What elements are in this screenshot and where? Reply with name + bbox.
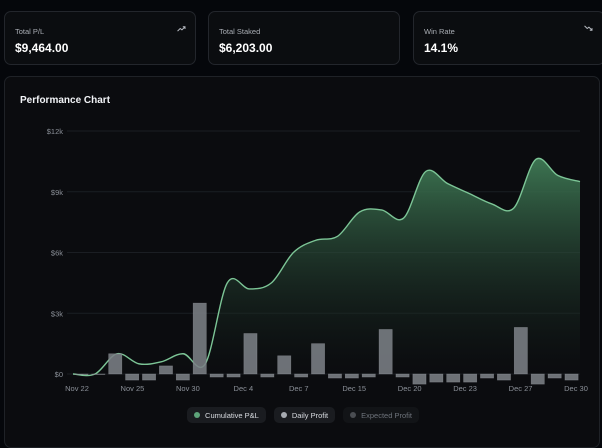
daily-profit-bar[interactable]: [395, 373, 410, 378]
win-rate-card: Win Rate 14.1%: [413, 11, 602, 65]
y-tick-label: $6k: [51, 249, 63, 258]
daily-profit-bar[interactable]: [530, 373, 545, 385]
y-tick-label: $3k: [51, 309, 63, 318]
daily-profit-bar[interactable]: [159, 365, 173, 375]
legend-dot-cumulative: [194, 412, 201, 418]
daily-profit-bar[interactable]: [226, 373, 241, 378]
legend-label-expected: Expected Profit: [361, 410, 412, 420]
daily-profit-bar[interactable]: [142, 373, 156, 381]
daily-profit-bar[interactable]: [497, 373, 511, 381]
chart-legend: Cumulative P&L Daily Profit Expected Pro…: [5, 407, 601, 423]
daily-profit-bar[interactable]: [260, 373, 275, 378]
daily-profit-bar[interactable]: [429, 373, 444, 383]
trend-up-icon: [177, 26, 186, 32]
legend-dot-daily: [280, 412, 287, 418]
y-tick-label: $12k: [47, 127, 64, 136]
legend-expected-profit[interactable]: Expected Profit: [343, 407, 419, 423]
performance-chart-card: Performance Chart $0 $3k $6k $9k $12k Nov 22 N…: [4, 76, 600, 448]
total-staked-card: Total Staked $6,203.00: [208, 11, 400, 65]
daily-profit-bar[interactable]: [311, 343, 325, 375]
x-tick-label: Dec 30: [564, 384, 588, 393]
daily-profit-bar[interactable]: [74, 373, 89, 375]
x-tick-label: Nov 22: [65, 384, 89, 393]
daily-profit-bar[interactable]: [446, 373, 461, 383]
x-tick-label: Dec 27: [509, 384, 533, 393]
x-tick-label: Dec 7: [289, 384, 309, 393]
daily-profit-bar[interactable]: [480, 373, 494, 379]
daily-profit-bar[interactable]: [91, 373, 106, 375]
trend-down-icon: [584, 25, 593, 31]
legend-dot-expected: [350, 412, 357, 418]
x-tick-label: Dec 15: [342, 384, 366, 393]
daily-profit-bar[interactable]: [412, 373, 427, 385]
legend-label-cumulative: Cumulative P&L: [205, 410, 259, 420]
daily-profit-bar[interactable]: [361, 373, 376, 378]
y-tick-label: $0: [55, 370, 63, 379]
daily-profit-bar[interactable]: [294, 373, 309, 378]
daily-profit-bar[interactable]: [125, 373, 140, 381]
cumulative-pl-line: [72, 157, 581, 377]
x-tick-label: Dec 4: [234, 384, 254, 393]
legend-label-daily: Daily Profit: [291, 410, 329, 420]
daily-profit-bar[interactable]: [175, 373, 190, 381]
total-staked-value: $6,203.00: [219, 41, 273, 55]
daily-profit-bar[interactable]: [209, 373, 224, 378]
total-staked-label: Total Staked: [219, 27, 261, 36]
legend-daily-profit[interactable]: Daily Profit: [273, 407, 336, 423]
daily-profit-bar[interactable]: [243, 333, 258, 375]
daily-profit-bar[interactable]: [328, 373, 342, 379]
daily-profit-bar[interactable]: [344, 373, 359, 379]
daily-profit-bar[interactable]: [463, 373, 478, 383]
legend-cumulative-pl[interactable]: Cumulative P&L: [187, 407, 266, 423]
win-rate-label: Win Rate: [424, 27, 455, 36]
x-tick-label: Nov 30: [176, 384, 200, 393]
performance-chart: $0 $3k $6k $9k $12k Nov 22 Nov 25 Nov 30 Dec 4 De…: [47, 127, 588, 393]
daily-profit-bar[interactable]: [108, 353, 123, 375]
daily-profit-bar[interactable]: [192, 302, 207, 375]
total-pl-card: Total P/L $9,464.00: [4, 11, 196, 65]
win-rate-value: 14.1%: [424, 41, 459, 55]
cumulative-pl-area: [73, 158, 580, 376]
total-pl-label: Total P/L: [15, 27, 45, 36]
x-tick-label: Dec 23: [453, 384, 477, 393]
x-tick-label: Dec 20: [398, 384, 422, 393]
chart-title: Performance Chart: [20, 95, 111, 106]
daily-profit-bar[interactable]: [547, 373, 562, 379]
daily-profit-bar[interactable]: [513, 327, 528, 375]
x-tick-label: Nov 25: [121, 384, 145, 393]
y-tick-label: $9k: [51, 188, 63, 197]
daily-profit-bar[interactable]: [378, 329, 393, 375]
daily-profit-bar[interactable]: [564, 373, 579, 381]
total-pl-value: $9,464.00: [15, 41, 69, 55]
daily-profit-bar[interactable]: [277, 355, 292, 375]
